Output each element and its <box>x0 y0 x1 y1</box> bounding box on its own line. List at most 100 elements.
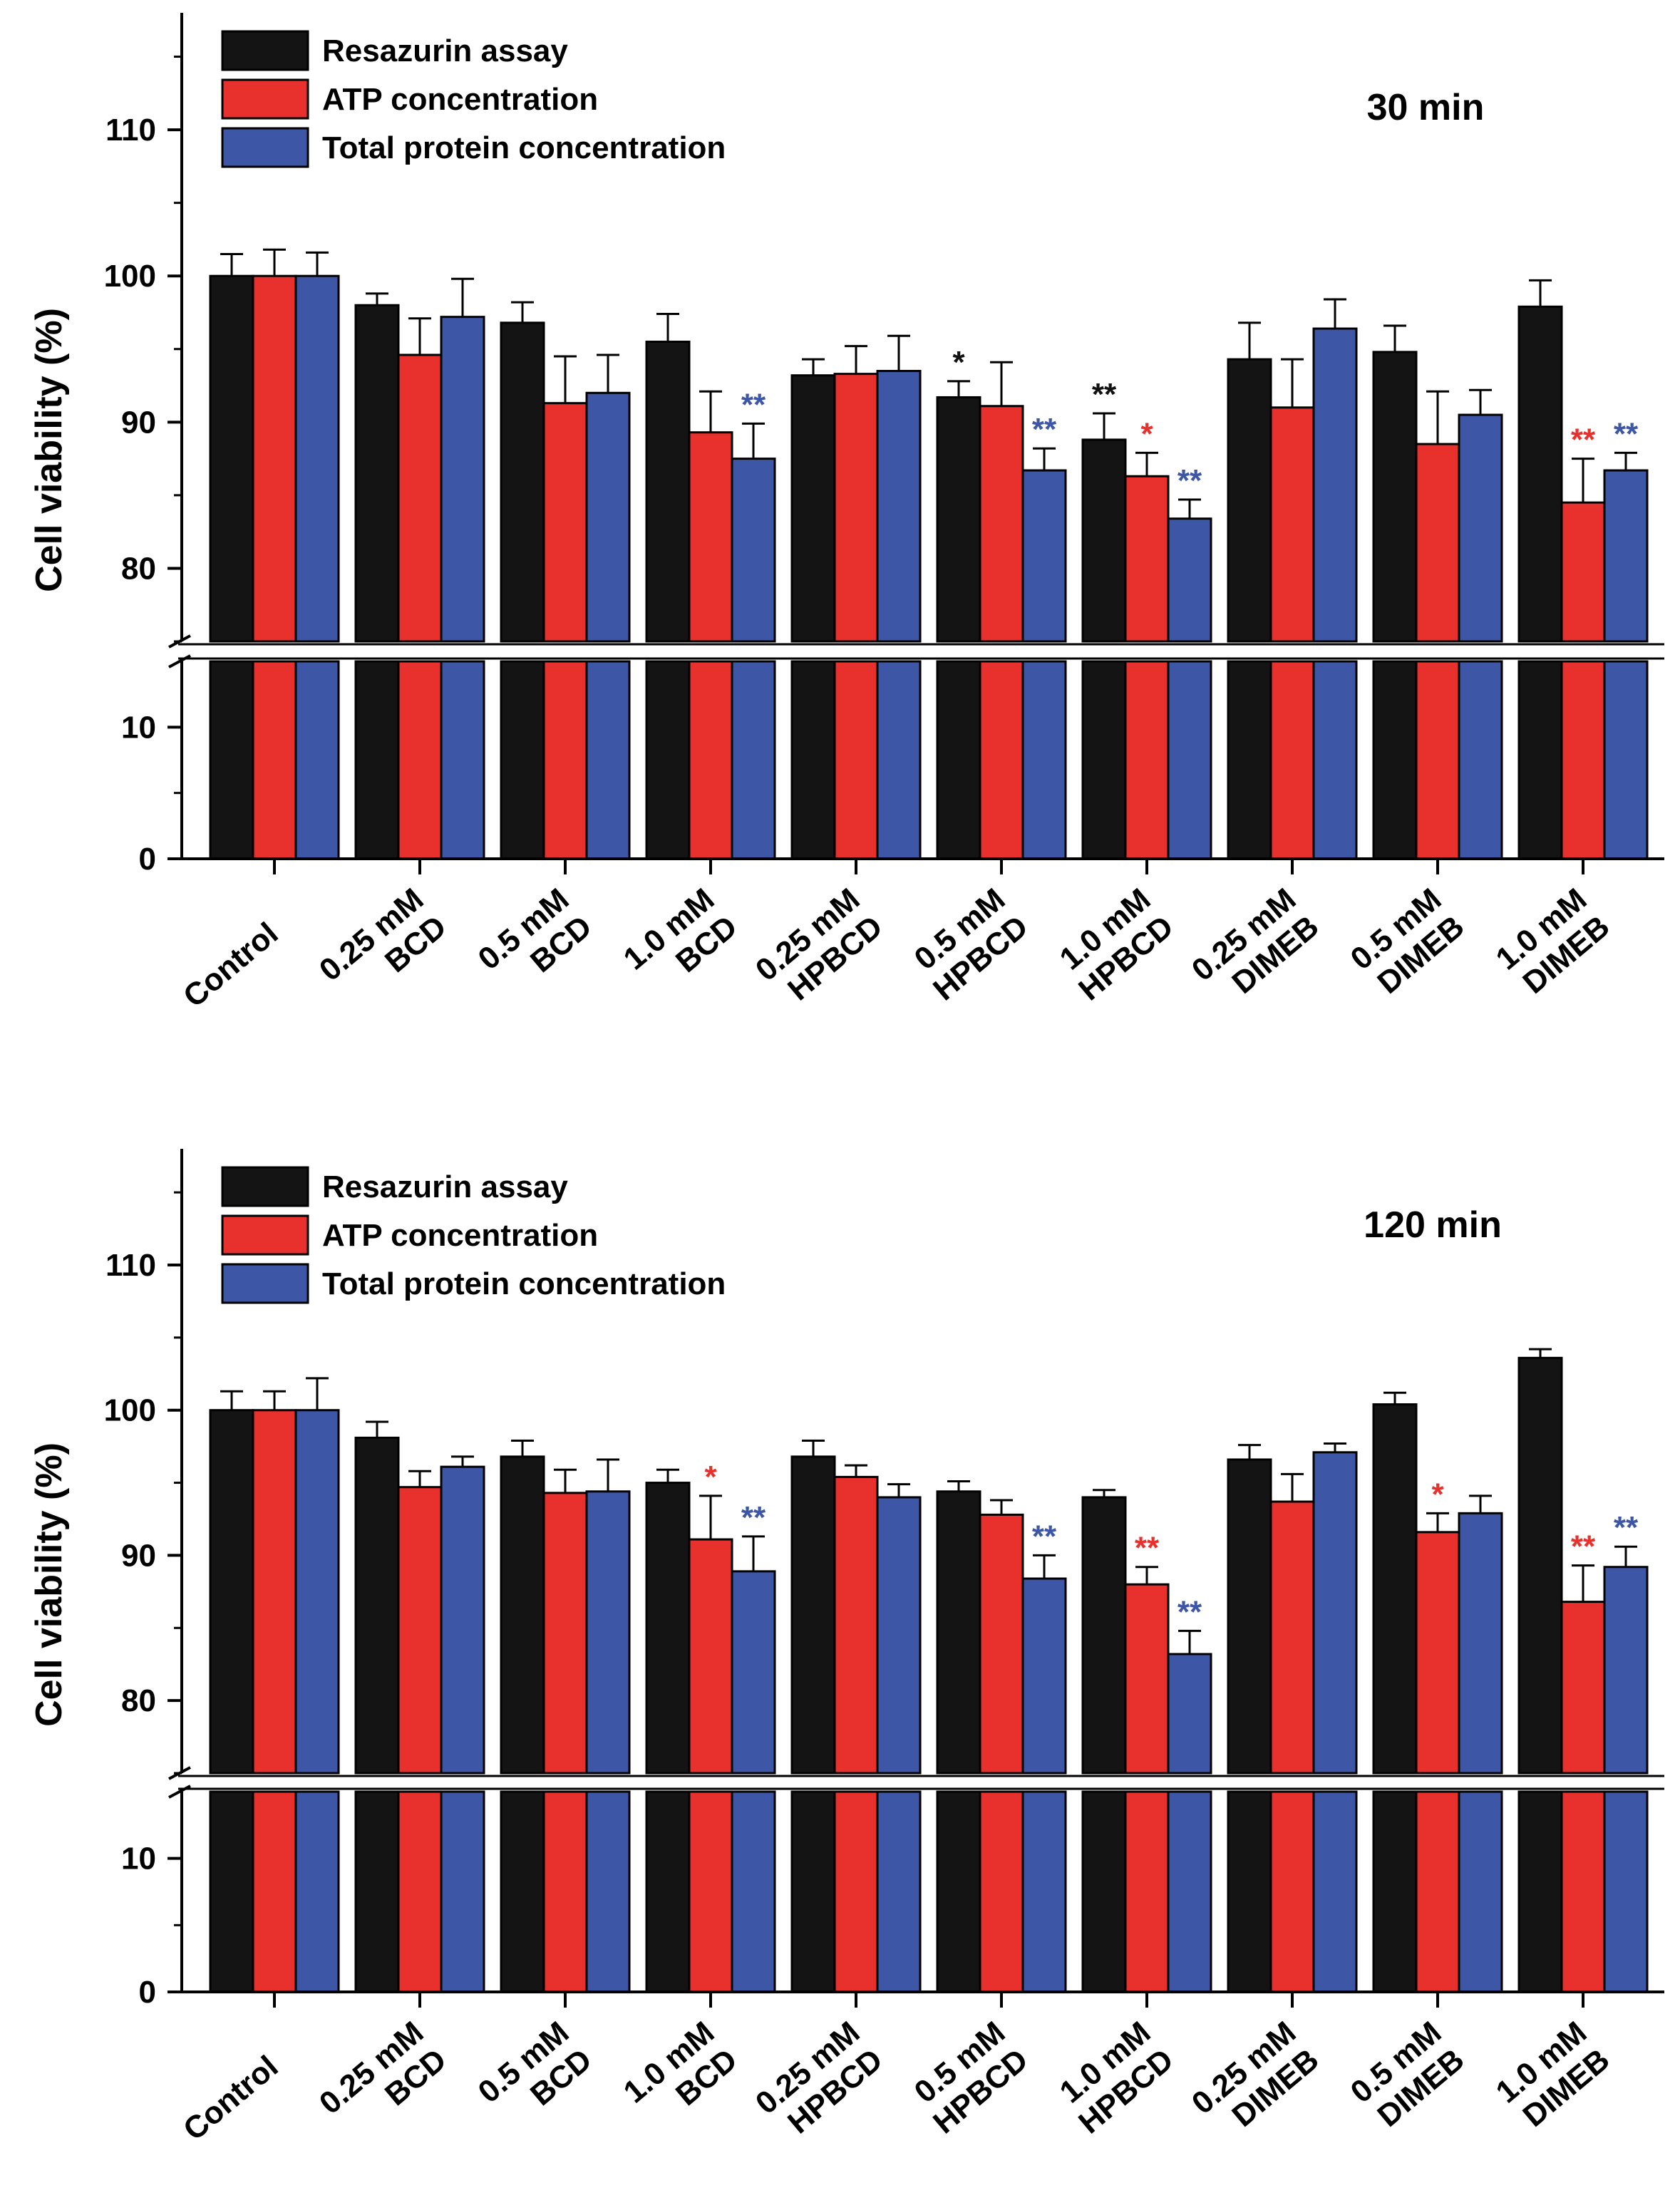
bar <box>731 660 776 860</box>
bar <box>1415 1790 1460 1993</box>
bar <box>440 1465 485 1775</box>
bar <box>1124 1583 1170 1775</box>
bar <box>1560 1601 1606 1775</box>
bar <box>397 1790 443 1993</box>
bar <box>876 1790 922 1993</box>
bar <box>833 660 879 860</box>
bar <box>979 660 1024 860</box>
significance-mark: ** <box>1032 1519 1057 1554</box>
bar <box>1560 1790 1606 1993</box>
bar <box>688 660 733 860</box>
x-tick-label: 0.5 mMBCD <box>472 2015 599 2137</box>
bar <box>1517 305 1563 643</box>
significance-mark: ** <box>1092 377 1117 412</box>
chart-title: 120 min <box>1364 1204 1502 1246</box>
bar <box>209 1790 254 1993</box>
bar <box>209 274 254 643</box>
bar <box>1269 1500 1315 1775</box>
y-axis-label: Cell viability (%) <box>29 308 70 592</box>
bar <box>688 431 733 643</box>
significance-mark: * <box>704 1460 717 1494</box>
x-tick-label: 0.5 mMHPBCD <box>904 2015 1034 2140</box>
bar <box>209 1409 254 1775</box>
bar <box>979 1790 1024 1993</box>
bar <box>1312 1790 1358 1993</box>
bar <box>1227 358 1272 643</box>
bar <box>1167 1790 1212 1993</box>
legend-label: Resazurin assay <box>322 1169 568 1204</box>
significance-mark: ** <box>1571 423 1596 458</box>
x-tick-label: Control <box>177 2049 284 2147</box>
x-tick-label: 0.5 mMDIMEB <box>1344 2015 1471 2137</box>
bar <box>1227 1790 1272 1993</box>
legend-swatch <box>221 1263 309 1304</box>
bar <box>979 405 1024 643</box>
significance-mark: ** <box>1571 1529 1596 1564</box>
y-tick-label: 0 <box>139 842 156 877</box>
bar <box>876 1496 922 1775</box>
bar <box>688 1538 733 1775</box>
bar <box>252 660 297 860</box>
bar <box>1415 660 1460 860</box>
legend-label: Total protein concentration <box>322 1266 726 1301</box>
x-tick-label: 0.25 mMBCD <box>313 882 453 1015</box>
bar <box>1081 660 1127 860</box>
bar <box>440 316 485 643</box>
bar <box>1269 406 1315 643</box>
y-tick-label: 80 <box>121 551 156 586</box>
bar <box>1372 1790 1418 1993</box>
bar <box>294 1790 340 1993</box>
bar <box>790 1455 836 1775</box>
bar <box>1372 351 1418 643</box>
bar <box>1269 660 1315 860</box>
bar <box>1560 501 1606 643</box>
bar <box>1081 1790 1127 1993</box>
bar <box>1560 660 1606 860</box>
significance-mark: * <box>1431 1477 1444 1512</box>
bar <box>354 304 400 643</box>
bar <box>979 1513 1024 1775</box>
bar <box>1415 443 1460 643</box>
x-tick-label: 0.5 mMHPBCD <box>904 882 1034 1007</box>
bar <box>500 321 545 643</box>
axis-break-mark <box>168 1785 191 1799</box>
significance-mark: ** <box>1614 416 1639 451</box>
bar <box>585 1790 631 1993</box>
bar <box>440 1790 485 1993</box>
bar <box>645 1790 691 1993</box>
bar <box>1603 469 1649 643</box>
bar <box>1021 1577 1067 1775</box>
significance-mark: ** <box>741 387 766 422</box>
y-tick-label: 110 <box>105 113 156 148</box>
bar <box>1458 1512 1503 1775</box>
significance-mark: * <box>952 345 965 380</box>
x-tick-label: 1.0 mMDIMEB <box>1490 2015 1617 2137</box>
bar <box>1269 1790 1315 1993</box>
bar <box>1517 1356 1563 1775</box>
bar <box>731 1790 776 1993</box>
bar <box>397 353 443 643</box>
bar <box>397 1486 443 1775</box>
axis-break-mark <box>168 654 191 668</box>
bar <box>1603 1790 1649 1993</box>
bar <box>645 660 691 860</box>
x-tick-label: 0.25 mMHPBCD <box>749 2015 890 2148</box>
bar <box>542 660 588 860</box>
bar <box>585 660 631 860</box>
bar <box>294 1409 340 1775</box>
y-tick-label: 80 <box>121 1683 156 1718</box>
bar <box>1603 1566 1649 1775</box>
x-tick-label: 0.25 mMBCD <box>313 2015 453 2148</box>
y-tick-label: 0 <box>139 1975 156 2010</box>
bar <box>645 341 691 643</box>
bar <box>1124 660 1170 860</box>
bar <box>1603 660 1649 860</box>
bar <box>936 396 981 643</box>
bar <box>936 660 981 860</box>
significance-mark: ** <box>1614 1510 1639 1545</box>
bar <box>294 274 340 643</box>
x-tick-label: Control <box>177 916 284 1014</box>
bar <box>1372 660 1418 860</box>
